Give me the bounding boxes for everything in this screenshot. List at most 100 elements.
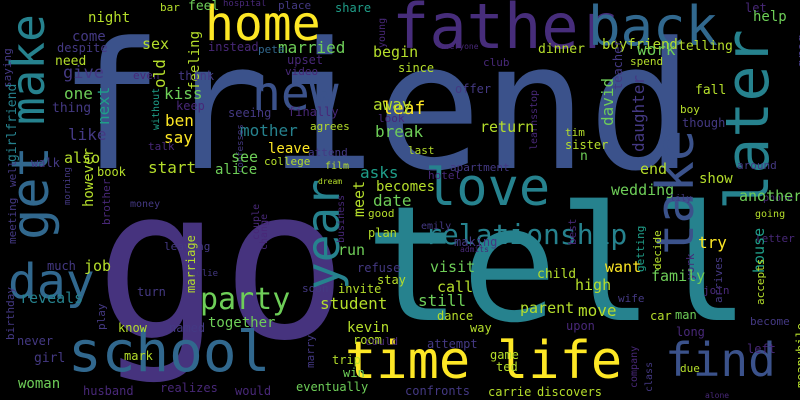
word-apartment: apartment	[450, 161, 510, 174]
word-n: n	[580, 149, 588, 164]
word-work: work	[637, 40, 676, 59]
word-attempt: attempt	[427, 337, 478, 351]
word-bar: bar	[160, 1, 180, 14]
word-everyone: everyone	[440, 42, 479, 51]
word-sister: sister	[565, 138, 609, 152]
word-want: want	[605, 258, 642, 276]
word-becomes: becomes	[376, 179, 436, 195]
word-spend: spend	[630, 55, 664, 68]
word-confronts: confronts	[405, 384, 471, 398]
word-meeting: meeting	[6, 197, 19, 244]
word-girl: girl	[34, 351, 66, 366]
word-reveals: reveals	[20, 289, 84, 307]
word-invite: invite	[338, 282, 382, 296]
word-refuse: refuse	[357, 261, 401, 275]
word-husband: husband	[83, 384, 134, 398]
word-student: student	[320, 294, 388, 313]
word-emily: emily	[421, 221, 452, 232]
word-show: show	[699, 171, 733, 187]
word-since: since	[398, 61, 435, 75]
word-share: share	[335, 1, 372, 15]
word-decide: decide	[651, 230, 664, 270]
word-birthday: birthday	[4, 287, 17, 340]
word-party: party	[200, 282, 291, 317]
word-boy: boy	[680, 103, 700, 116]
word-stop: stop	[529, 89, 540, 114]
word-begin: begin	[373, 43, 419, 61]
word-talk: talk	[148, 140, 175, 153]
word-pete: pete	[258, 43, 285, 56]
word-seeing: seeing	[228, 106, 272, 120]
word-business: business	[336, 194, 347, 243]
word-telling: telling	[678, 39, 733, 54]
word-meanwhile: meanwhile	[794, 322, 800, 388]
word-job: job	[84, 257, 112, 275]
word-boyfriend: boyfriend	[602, 37, 678, 53]
word-try: try	[698, 233, 727, 252]
word-say: say	[164, 128, 193, 147]
word-well: well	[6, 160, 19, 188]
word-even: even	[133, 69, 160, 82]
word-plan: plan	[368, 226, 397, 240]
word-walk: walk	[31, 156, 60, 170]
word-lily: lily	[670, 194, 692, 204]
word-day: day	[8, 254, 95, 310]
word-making: making	[454, 235, 498, 249]
word-look: look	[378, 112, 405, 125]
word-leave: leave	[268, 141, 311, 157]
word-break: break	[375, 122, 424, 141]
word-keep: keep	[176, 99, 205, 113]
word-home: home	[205, 0, 321, 52]
word-offer: offer	[455, 82, 492, 96]
word-together: together	[208, 315, 276, 331]
word-let: let	[745, 1, 767, 15]
word-last: last	[408, 144, 435, 157]
word-agrees: agrees	[310, 120, 350, 133]
word-like: like	[68, 125, 107, 144]
word-greg: greg	[795, 34, 800, 68]
word-tell: tell	[365, 171, 751, 358]
word-upset: upset	[287, 53, 324, 67]
word-love: love	[425, 158, 551, 218]
word-life: life	[497, 331, 623, 391]
word-join: join	[703, 284, 730, 297]
word-company: company	[629, 345, 640, 388]
word-feel: feel	[188, 0, 220, 14]
word-mark: mark	[124, 349, 153, 363]
word-dinner: dinner	[538, 42, 585, 57]
word-help: help	[753, 9, 787, 25]
word-hospital: hospital	[223, 0, 267, 9]
word-marriage: marriage	[184, 235, 198, 293]
word-need: need	[55, 54, 87, 69]
word-stay: stay	[377, 273, 406, 287]
word-finally: finally	[288, 105, 339, 119]
word-come: come	[72, 29, 106, 45]
word-dance: dance	[437, 309, 474, 323]
word-admits: admits	[460, 245, 489, 254]
word-still: still	[418, 291, 467, 310]
word-letter: letter	[755, 232, 795, 245]
word-upon: upon	[566, 319, 595, 333]
word-visit: visit	[430, 258, 476, 276]
word-run: run	[338, 241, 366, 259]
word-due: due	[680, 362, 700, 375]
word-see: see	[231, 148, 259, 166]
word-much: much	[47, 259, 76, 273]
word-high: high	[575, 276, 612, 294]
word-brother: brother	[100, 178, 113, 225]
word-good: good	[368, 207, 395, 220]
word-kiss: kiss	[164, 84, 203, 103]
word-thing: thing	[52, 101, 92, 116]
word-college: college	[264, 155, 311, 168]
word-tim: tim	[565, 126, 585, 139]
word-phone: phone	[763, 193, 794, 204]
word-relationship: relationship	[425, 218, 628, 251]
word-despite: despite	[57, 41, 108, 55]
word-mother: mother	[240, 121, 298, 140]
word-daughter: daughter	[629, 74, 648, 152]
word-left: left	[747, 342, 776, 356]
word-book: book	[97, 165, 126, 179]
word-meet: meet	[350, 180, 368, 217]
word-find: find	[665, 333, 776, 387]
